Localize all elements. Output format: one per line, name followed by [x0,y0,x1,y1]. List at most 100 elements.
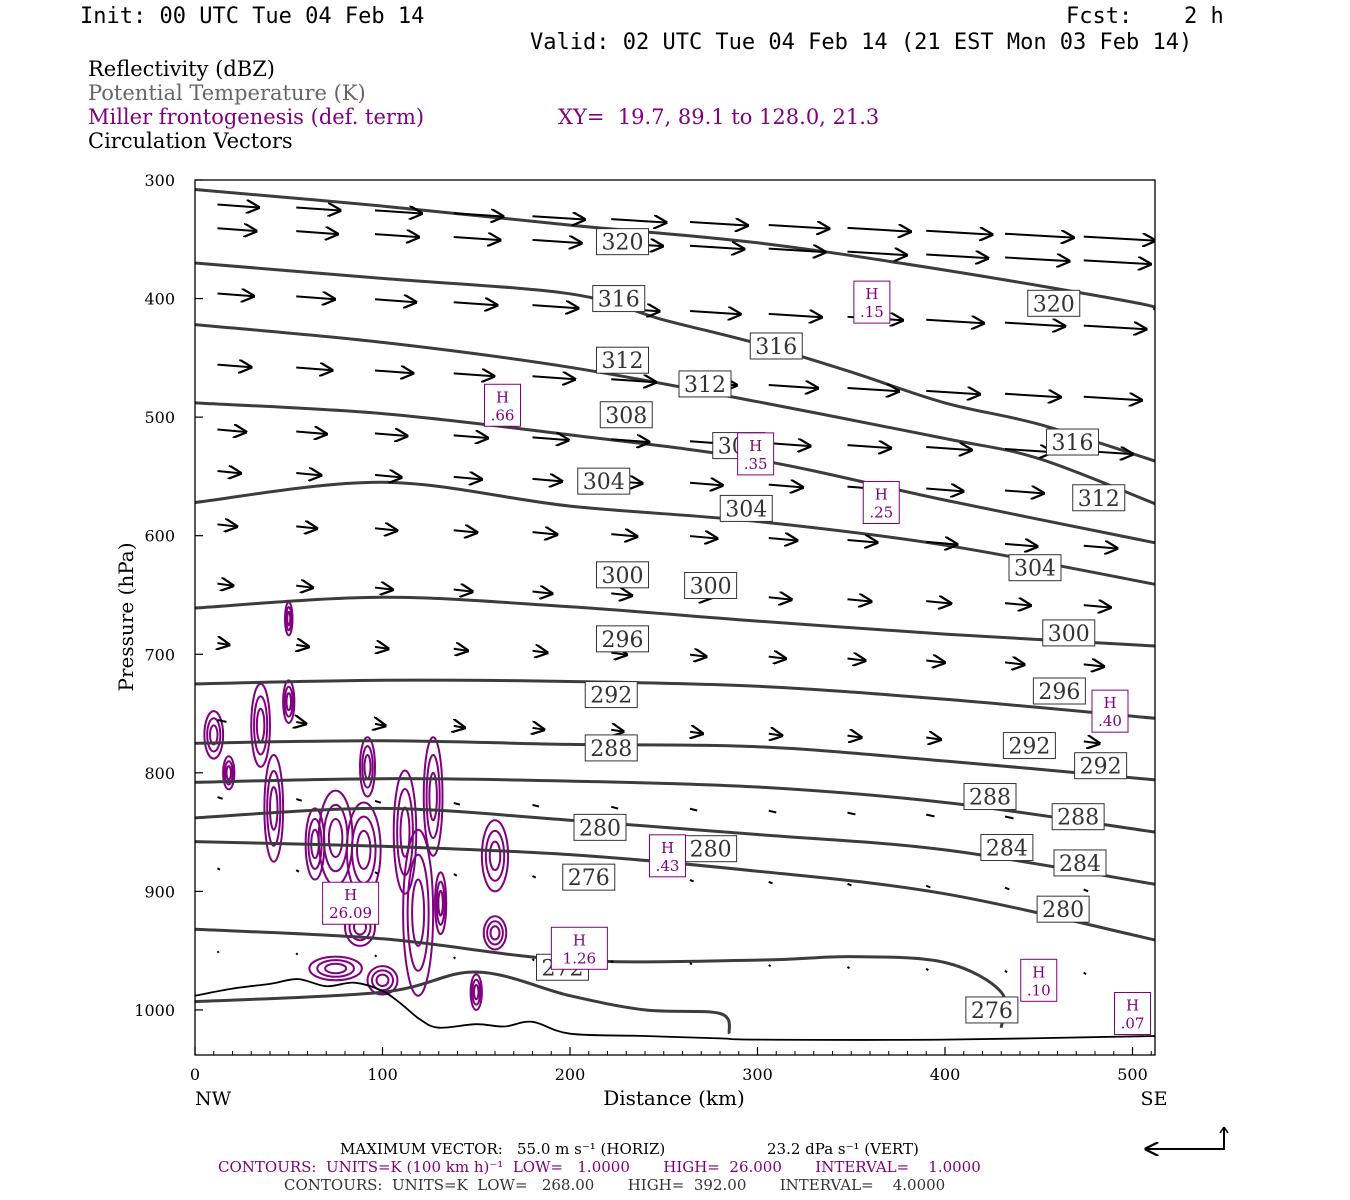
contour-label-312: 312 [684,373,726,398]
contour-label-box [1051,803,1105,831]
circulation-vector [217,471,241,473]
circulation-vector [375,647,388,649]
circulation-vector [374,210,422,213]
circulation-vector [768,385,818,388]
circulation-vector [926,447,971,450]
x-tick-label: 300 [742,1065,773,1084]
circulation-vector [847,599,872,601]
frontogenesis-contour [356,829,372,870]
frontogenesis-contour [469,973,483,1011]
circulation-vector [926,738,940,740]
frontogenesis-max-value: .15 [860,303,884,321]
contour-label-300: 300 [602,564,644,589]
frontogenesis-contour [350,815,377,885]
circulation-vector [1083,971,1087,976]
circulation-vector [847,736,862,738]
circulation-vector [533,728,544,730]
frontogenesis-contour [422,736,444,857]
contour-label-box [577,467,631,495]
frontogenesis-max-box [649,834,686,878]
frontogenesis-max-value: .66 [491,406,515,424]
circulation-vector [768,597,792,599]
circulation-vector [1004,544,1037,547]
circulation-vector [1083,546,1117,549]
frontogenesis-contour [253,695,269,756]
x-tick-label: 500 [1117,1065,1148,1084]
circulation-vector [768,314,822,317]
frontogenesis-max-value: 1.26 [563,949,596,967]
circulation-vector [453,237,500,240]
x-tick-label: 0 [190,1065,200,1084]
contour-label-280: 280 [579,816,621,841]
frontogenesis-contour [435,880,446,926]
contours-frontogenesis-info: CONTOURS: UNITS=K (100 km h)⁻¹ LOW= 1.00… [218,1158,981,1176]
frontogenesis-contour [375,973,390,987]
circulation-vector [847,811,856,816]
frontogenesis-max-box [1020,958,1058,1002]
circulation-vector [532,240,582,243]
frontogenesis-contour [203,710,225,760]
frontogenesis-contour [363,754,372,780]
contour-label-layer: 3203163203163123123083083163043043123003… [536,228,1128,1024]
contour-label-316: 316 [598,288,640,313]
contour-label-box [584,681,638,709]
circulation-vector [611,730,623,732]
contour-label-box [684,571,738,599]
circulation-vector [374,954,378,958]
circulation-vector [453,590,473,592]
isentrope-312 [195,323,1155,506]
contour-label-box [749,332,803,360]
y-tick-label: 400 [144,290,175,309]
frontogenesis-max-box [862,480,900,524]
circulation-vector [769,734,782,736]
circulation-vector [296,431,326,434]
contour-label-292: 292 [1008,735,1050,760]
isentrope-292 [195,739,1155,782]
contour-label-box [596,625,649,653]
circulation-vector [374,800,382,804]
circulation-vector [374,234,419,237]
frontogenesis-contour [428,771,438,822]
frontogenesis-max-box [1114,992,1151,1036]
circulation-vector [296,296,334,299]
circulation-vector [926,489,963,492]
circulation-vector [1004,257,1069,261]
circulation-vector [1004,323,1065,327]
max-vector-label: MAXIMUM VECTOR: [340,1140,503,1158]
contour-label-box [678,370,732,398]
contour-label-box [1008,554,1062,582]
max-vector-horiz: 55.0 m s⁻¹ (HORIZ) [517,1140,666,1158]
frontogenesis-contour [266,770,282,847]
contour-label-288: 288 [1057,806,1099,831]
contour-label-box [1002,732,1056,760]
contour-label-276: 276 [568,866,610,891]
circulation-vector [689,311,740,314]
valid-time: Valid: 02 UTC Tue 04 Feb 14 (21 EST Mon … [530,30,1193,55]
frontogenesis-contour [361,745,374,789]
contour-label-304: 304 [583,470,625,495]
frontogenesis-max-marker: H [344,886,357,904]
contour-label-box [596,346,649,374]
circulation-vector [295,798,303,802]
frontogenesis-max-value: .40 [1098,712,1122,730]
frontogenesis-contour [482,915,508,951]
contour-label-284: 284 [986,837,1028,862]
circulation-vector [611,805,619,810]
circulation-vector [689,536,717,538]
frontogenesis-max-marker: H [573,931,586,949]
circulation-vector [532,479,562,482]
circulation-vector-layer [217,205,1155,976]
forecast-hour: 2 h [1184,4,1224,29]
circulation-vector [453,302,497,305]
circulation-vector [295,869,300,873]
circulation-vector [1004,449,1052,452]
frontogenesis-contour [263,754,285,863]
frontogenesis-max-box [484,383,521,427]
circulation-vector [925,884,931,889]
circulation-vector [374,871,379,875]
axis-layer: 0 100 200 300 400 500 300 400 500 600 700 800 900 100… [134,171,1152,1084]
frontogenesis-contour [223,760,234,786]
frontogenesis-max-value: 26.09 [329,904,372,922]
circulation-vector [532,437,569,440]
circulation-vector [217,228,257,231]
